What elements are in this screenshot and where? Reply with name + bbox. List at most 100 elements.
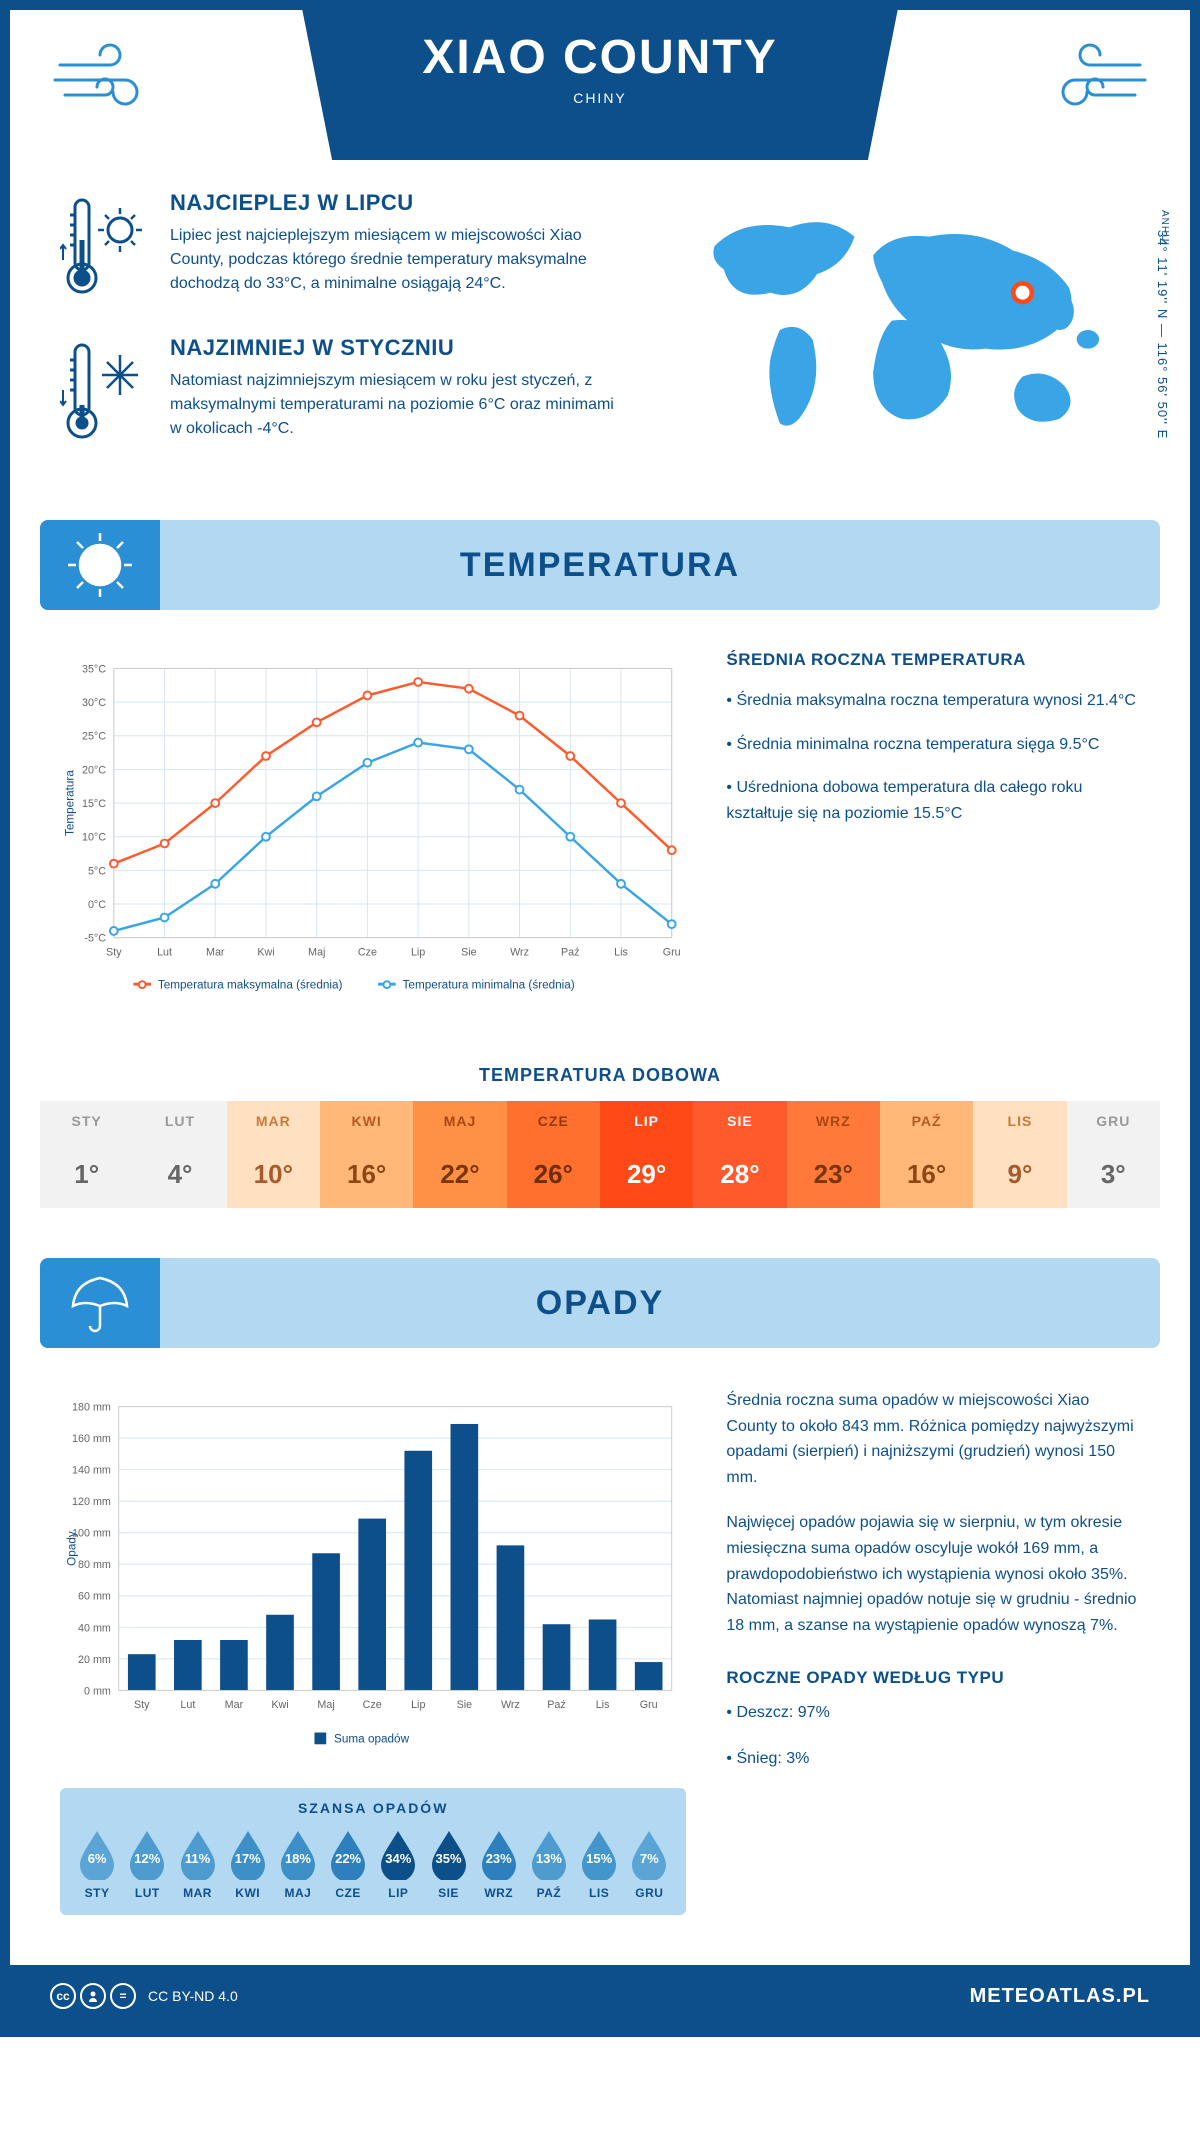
svg-text:Sty: Sty	[134, 1699, 150, 1711]
footer: cc = CC BY-ND 4.0 METEOATLAS.PL	[10, 1965, 1190, 2027]
thermometer-hot-icon	[60, 190, 150, 305]
temperature-summary: ŚREDNIA ROCZNA TEMPERATURA • Średnia mak…	[726, 650, 1140, 1015]
hottest-title: NAJCIEPLEJ W LIPCU	[170, 190, 622, 216]
temp-bullet: • Średnia minimalna roczna temperatura s…	[726, 732, 1140, 758]
precipitation-banner: OPADY	[40, 1258, 1160, 1348]
temp-bullet: • Uśredniona dobowa temperatura dla całe…	[726, 775, 1140, 826]
chance-cell: 15% LIS	[577, 1828, 621, 1900]
svg-text:10°C: 10°C	[82, 832, 106, 844]
svg-text:Lis: Lis	[596, 1699, 610, 1711]
section-title: TEMPERATURA	[40, 546, 1160, 585]
svg-text:Lip: Lip	[411, 1699, 425, 1711]
precipitation-summary: Średnia roczna suma opadów w miejscowośc…	[726, 1388, 1140, 1915]
coldest-text: Natomiast najzimniejszym miesiącem w rok…	[170, 369, 622, 441]
svg-text:Cze: Cze	[363, 1699, 382, 1711]
daily-cell: PAŹ 16°	[880, 1101, 973, 1208]
temperature-chart: -5°C0°C5°C10°C15°C20°C25°C30°C35°CStyLut…	[60, 650, 686, 1015]
svg-text:Lut: Lut	[157, 946, 172, 958]
svg-text:Mar: Mar	[206, 946, 225, 958]
daily-cell: WRZ 23°	[787, 1101, 880, 1208]
summary-section: NAJCIEPLEJ W LIPCU Lipiec jest najcieple…	[10, 160, 1190, 500]
svg-text:140 mm: 140 mm	[72, 1465, 111, 1477]
svg-text:Temperatura minimalna (średnia: Temperatura minimalna (średnia)	[403, 979, 575, 992]
page-title: XIAO COUNTY	[422, 30, 777, 85]
svg-text:Sty: Sty	[106, 946, 122, 958]
chance-cell: 6% STY	[75, 1828, 119, 1900]
daily-cell: MAJ 22°	[413, 1101, 506, 1208]
svg-text:Lis: Lis	[614, 946, 628, 958]
svg-text:-5°C: -5°C	[84, 933, 106, 945]
svg-text:Cze: Cze	[358, 946, 377, 958]
svg-text:Paź: Paź	[561, 946, 580, 958]
precip-text: Najwięcej opadów pojawia się w sierpniu,…	[726, 1510, 1140, 1638]
daily-cell: CZE 26°	[507, 1101, 600, 1208]
world-map	[662, 190, 1140, 470]
precip-type-item: • Deszcz: 97%	[726, 1700, 1140, 1726]
svg-text:30°C: 30°C	[82, 697, 106, 709]
title-banner: XIAO COUNTY CHINY	[302, 10, 897, 160]
sun-icon	[40, 520, 160, 610]
svg-text:35°C: 35°C	[82, 663, 106, 675]
svg-text:20 mm: 20 mm	[78, 1654, 111, 1666]
coords-label: 34° 11' 19'' N — 116° 56' 50'' E	[1155, 230, 1170, 439]
svg-text:120 mm: 120 mm	[72, 1496, 111, 1508]
daily-cell: STY 1°	[40, 1101, 133, 1208]
precipitation-chart: 0 mm20 mm40 mm60 mm80 mm100 mm120 mm140 …	[60, 1388, 686, 1763]
svg-text:Kwi: Kwi	[257, 946, 274, 958]
chance-cell: 17% KWI	[226, 1828, 270, 1900]
svg-text:Kwi: Kwi	[271, 1699, 288, 1711]
svg-text:60 mm: 60 mm	[78, 1591, 111, 1603]
chance-title: SZANSA OPADÓW	[75, 1800, 671, 1816]
chance-cell: 35% SIE	[426, 1828, 470, 1900]
daily-cell: LUT 4°	[133, 1101, 226, 1208]
umbrella-icon	[40, 1258, 160, 1348]
svg-text:Sie: Sie	[457, 1699, 473, 1711]
svg-text:Wrz: Wrz	[510, 946, 529, 958]
svg-text:5°C: 5°C	[88, 865, 106, 877]
svg-text:Gru: Gru	[663, 946, 681, 958]
svg-text:Lut: Lut	[180, 1699, 195, 1711]
chance-cell: 18% MAJ	[276, 1828, 320, 1900]
svg-text:Temperatura maksymalna (średni: Temperatura maksymalna (średnia)	[158, 979, 343, 992]
svg-text:Suma opadów: Suma opadów	[334, 1732, 410, 1745]
chance-cell: 22% CZE	[326, 1828, 370, 1900]
daily-cell: LIS 9°	[973, 1101, 1066, 1208]
precipitation-chance: SZANSA OPADÓW 6% STY 12% LUT 11% MAR 17%	[60, 1788, 686, 1915]
daily-temp-title: TEMPERATURA DOBOWA	[10, 1065, 1190, 1086]
daily-cell: SIE 28°	[693, 1101, 786, 1208]
daily-cell: KWI 16°	[320, 1101, 413, 1208]
precip-type-item: • Śnieg: 3%	[726, 1746, 1140, 1772]
svg-text:20°C: 20°C	[82, 764, 106, 776]
svg-text:Paź: Paź	[547, 1699, 566, 1711]
license-label: CC BY-ND 4.0	[148, 1988, 238, 2004]
svg-text:0 mm: 0 mm	[84, 1685, 111, 1697]
precip-text: Średnia roczna suma opadów w miejscowośc…	[726, 1388, 1140, 1490]
svg-text:80 mm: 80 mm	[78, 1559, 111, 1571]
svg-text:Mar: Mar	[225, 1699, 244, 1711]
svg-text:180 mm: 180 mm	[72, 1402, 111, 1414]
coldest-title: NAJZIMNIEJ W STYCZNIU	[170, 335, 622, 361]
coldest-block: NAJZIMNIEJ W STYCZNIU Natomiast najzimni…	[60, 335, 622, 450]
svg-text:160 mm: 160 mm	[72, 1433, 111, 1445]
svg-text:Maj: Maj	[317, 1699, 334, 1711]
svg-text:40 mm: 40 mm	[78, 1622, 111, 1634]
svg-text:0°C: 0°C	[88, 899, 106, 911]
chance-cell: 13% PAŹ	[527, 1828, 571, 1900]
hottest-text: Lipiec jest najcieplejszym miesiącem w m…	[170, 224, 622, 296]
svg-text:Lip: Lip	[411, 946, 425, 958]
temperature-banner: TEMPERATURA	[40, 520, 1160, 610]
chance-cell: 34% LIP	[376, 1828, 420, 1900]
chance-cell: 11% MAR	[175, 1828, 219, 1900]
daily-cell: MAR 10°	[227, 1101, 320, 1208]
svg-text:15°C: 15°C	[82, 798, 106, 810]
svg-text:Opady: Opady	[66, 1531, 79, 1566]
temp-bullet: • Średnia maksymalna roczna temperatura …	[726, 688, 1140, 714]
svg-text:Maj: Maj	[308, 946, 325, 958]
cc-icon: cc =	[50, 1983, 136, 2009]
daily-cell: GRU 3°	[1067, 1101, 1160, 1208]
temp-summary-title: ŚREDNIA ROCZNA TEMPERATURA	[726, 650, 1140, 670]
svg-text:Gru: Gru	[640, 1699, 658, 1711]
svg-text:Temperatura: Temperatura	[64, 770, 77, 836]
site-name: METEOATLAS.PL	[970, 1985, 1150, 2008]
country-label: CHINY	[422, 90, 777, 106]
